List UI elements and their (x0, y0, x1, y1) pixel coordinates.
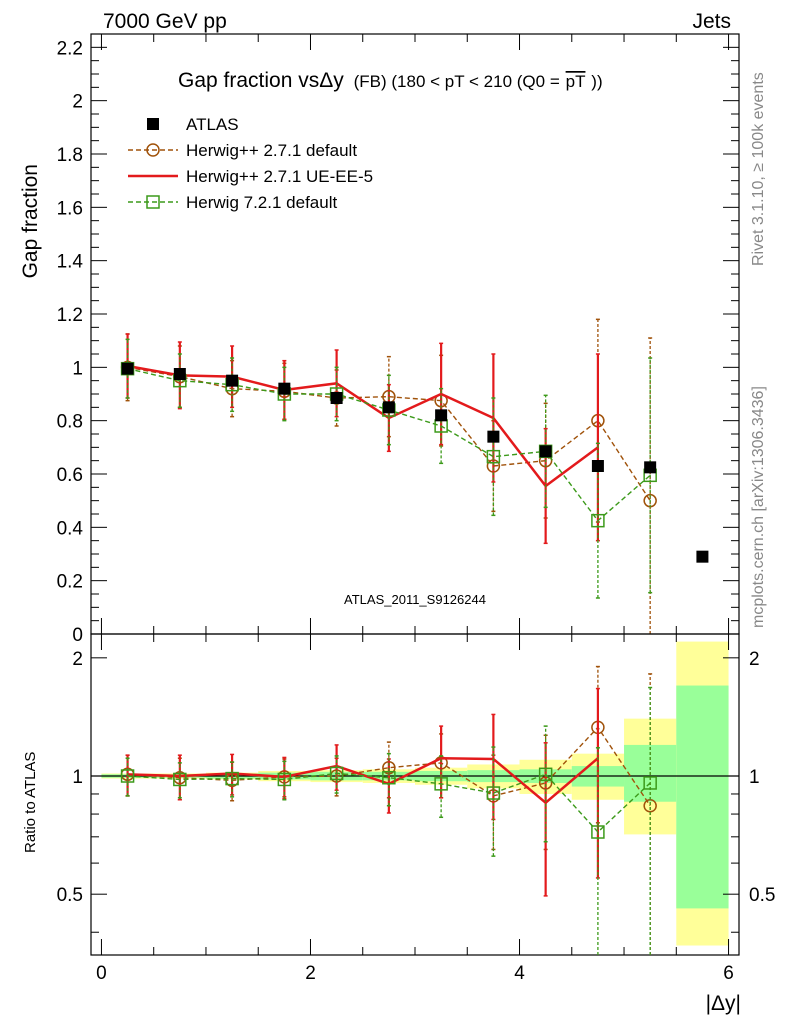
observable-tag: Jets (692, 10, 731, 33)
atlas-data-point (591, 460, 604, 472)
legend-marker (146, 143, 160, 157)
legend-marker (146, 195, 160, 209)
herwigpp-ueee5-line (127, 364, 599, 488)
x-axis-title: |Δy| (706, 992, 741, 1015)
herwig7-default-point (329, 766, 344, 781)
herwig7-default-point (434, 777, 448, 791)
atlas-data-point (278, 382, 291, 395)
x-tick-label: 0 (96, 963, 107, 984)
legend-label: Herwig 7.2.1 default (186, 193, 337, 212)
herwig7-default-point (382, 770, 396, 785)
y-tick-label: 0.8 (57, 412, 83, 433)
herwig7-default-point (538, 767, 553, 782)
herwig7-default-line (127, 772, 651, 834)
ratio-y-tick-label-right: 2 (749, 649, 760, 670)
herwig7-default-point (120, 769, 135, 783)
analysis-watermark: ATLAS_2011_S9126244 (344, 592, 486, 607)
mcplots-source-label: mcplots.cern.ch [arXiv:1306.3436] (750, 386, 767, 628)
ratio-axis-title: Ratio to ATLAS (22, 752, 39, 853)
ratio-y-tick-label: 1 (72, 767, 83, 788)
y-tick-label: 0.2 (57, 572, 83, 593)
ratio-y-tick-label-right: 1 (749, 767, 760, 788)
atlas-data-point (644, 461, 657, 474)
legend: ATLAS Herwig++ 2.7.1 default Herwig++ 2.7.… (128, 115, 373, 212)
y-tick-label: 1 (72, 358, 83, 379)
herwig7-default-point (277, 772, 292, 787)
y-tick-label: 0 (72, 625, 83, 646)
y-tick-label: 2.2 (57, 38, 83, 59)
atlas-data-point (226, 374, 239, 387)
title-pt: pT (566, 72, 586, 91)
atlas-data-point (173, 368, 186, 380)
legend-label: Herwig++ 2.7.1 UE-EE-5 (186, 167, 373, 186)
herwig7-default-point (643, 776, 657, 790)
ratio-y-tick-label: 2 (72, 649, 83, 670)
atlas-data-point (382, 401, 395, 414)
main-panel: 0 0.2 0.4 0.6 0.8 1 1.2 1.4 1.6 1.8 2 2.2 Gap fract… (19, 33, 740, 646)
atlas-data-point (696, 550, 709, 563)
chart-title: Gap fraction vsΔy (FB) (180 < pT < 210 (… (178, 69, 603, 92)
legend-marker (147, 118, 159, 130)
x-tick-label: 4 (514, 963, 525, 984)
legend-label: ATLAS (186, 115, 239, 134)
atlas-data-point (435, 409, 448, 422)
ratio-panel: 0.5 0.5 1 1 2 2 0 2 4 6 Ratio to ATLAS |Δy| (22, 633, 775, 1015)
x-tick-label: 2 (305, 963, 316, 984)
atlas-data-point (121, 362, 134, 375)
ratio-y-tick-label-right: 0.5 (749, 885, 775, 906)
herwig7-default-point (591, 513, 605, 528)
title-selection: (FB) (180 < pT < 210 (Q0 = (354, 72, 560, 91)
title-close: )) (591, 72, 602, 91)
y-tick-label: 0.6 (57, 465, 83, 486)
herwig7-default-point (225, 771, 239, 786)
y-tick-label: 1.8 (57, 145, 83, 166)
atlas-data-point (487, 430, 500, 443)
y-tick-label: 1.2 (57, 305, 83, 326)
collision-label: 7000 GeV pp (103, 10, 227, 33)
y-tick-label: 2 (72, 92, 83, 113)
herwigpp-default-line (127, 366, 651, 502)
atlas-data-point (330, 392, 343, 404)
y-tick-label: 1.6 (57, 198, 83, 219)
y-axis-title: Gap fraction (19, 164, 42, 278)
ratio-stat-uncertainty-band (676, 685, 729, 909)
herwig7-default-point (591, 825, 605, 839)
rivet-version-label: Rivet 3.1.10, ≥ 100k events (750, 72, 767, 266)
title-main: Gap fraction vsΔy (178, 69, 344, 92)
y-tick-label: 0.4 (57, 518, 84, 539)
herwig7-default-point (486, 449, 501, 464)
herwig7-default-point (173, 772, 187, 787)
legend-label: Herwig++ 2.7.1 default (186, 141, 357, 160)
y-tick-label: 1.4 (57, 252, 84, 273)
x-tick-label: 6 (723, 963, 734, 984)
herwig7-default-point (486, 786, 501, 800)
ratio-y-tick-label: 0.5 (57, 885, 83, 906)
atlas-data-point (539, 445, 552, 458)
